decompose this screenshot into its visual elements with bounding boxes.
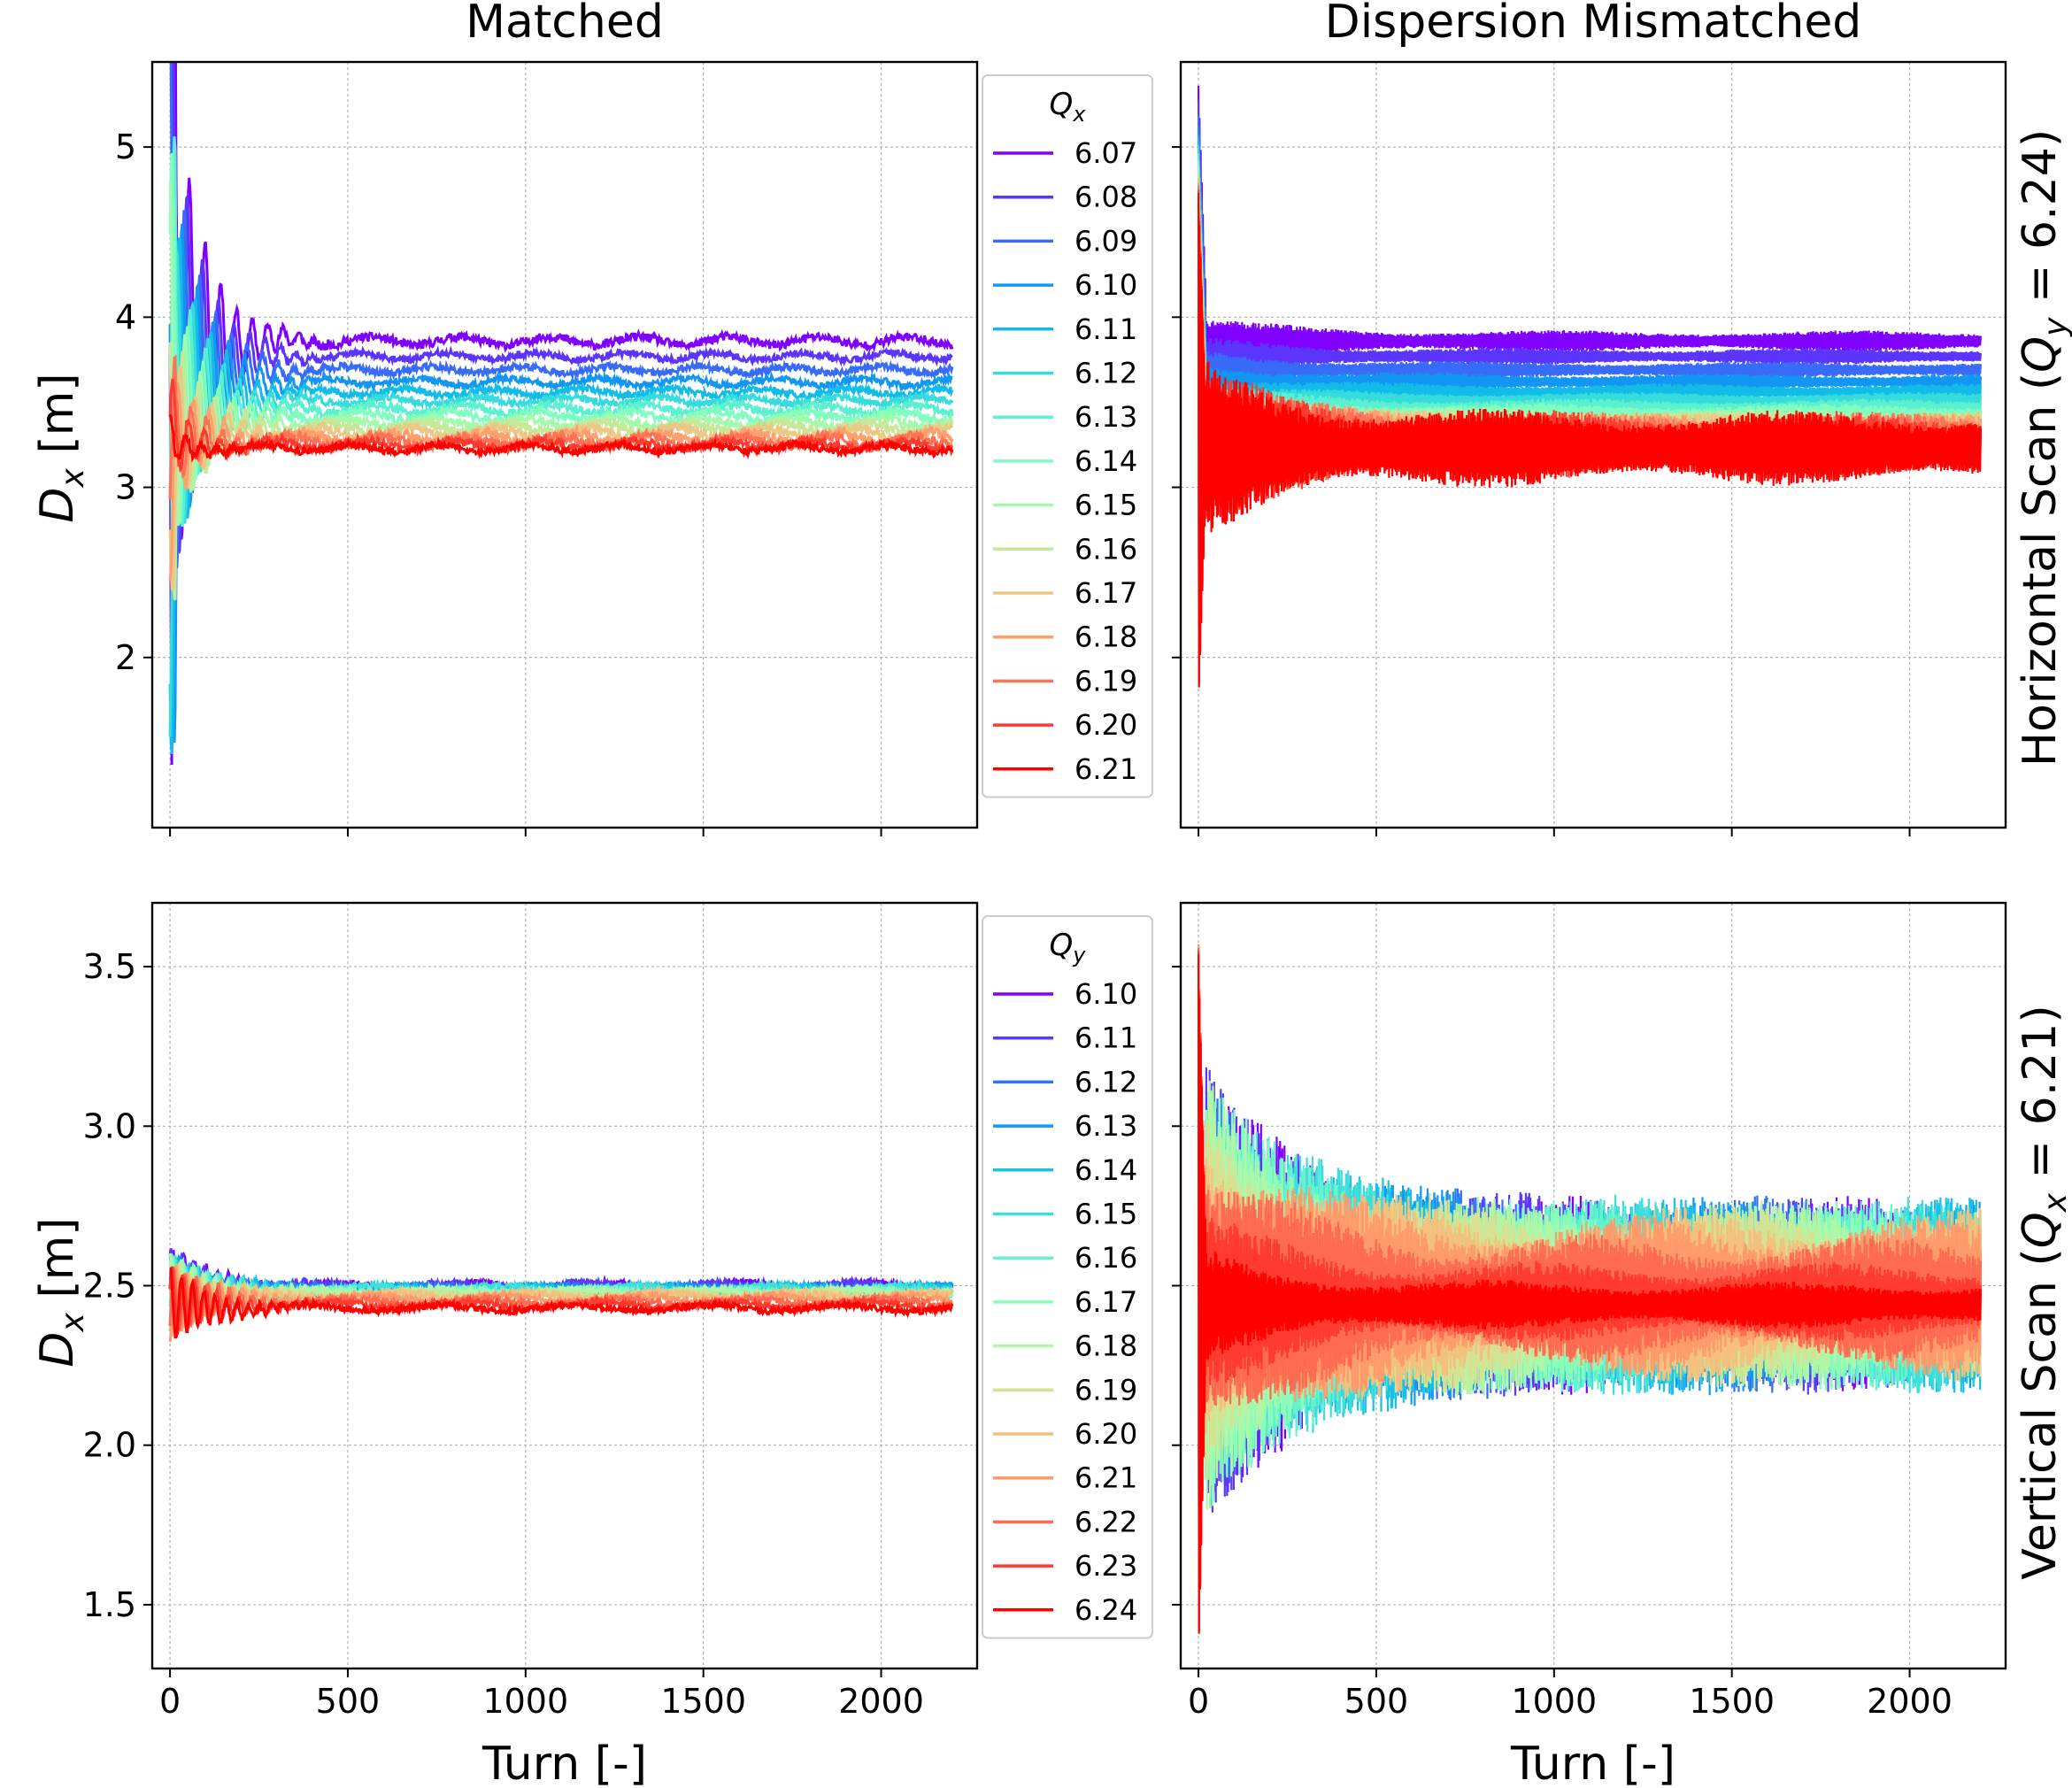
axes-frame [150, 60, 979, 829]
x-tick-label: 2000 [838, 1682, 924, 1721]
y-tick-label: 2.0 [83, 1426, 136, 1465]
legend-label: 6.08 [1075, 181, 1137, 214]
x-tick-label: 0 [1188, 1682, 1209, 1721]
series-group [168, 1248, 954, 1343]
x-tick-label: 1000 [1511, 1682, 1597, 1721]
panel-horizontal-matched: 2 3 4 5 [115, 60, 979, 836]
series-line-6.11 [168, 237, 954, 754]
legend-label: 6.14 [1075, 1153, 1137, 1187]
legend-label: 6.19 [1075, 664, 1137, 697]
legend-label: 6.11 [1075, 1021, 1137, 1055]
legend-label: 6.13 [1075, 1109, 1137, 1143]
legend-label: 6.15 [1075, 1198, 1137, 1231]
legend-label: 6.23 [1075, 1549, 1137, 1583]
series-group [1198, 944, 1982, 1634]
y-tick-label: 4 [115, 297, 136, 336]
legend-label: 6.24 [1075, 1593, 1137, 1627]
y-tick-label: 3.5 [83, 947, 136, 986]
legend-title: Qx [1050, 87, 1087, 127]
x-tick-label: 1000 [482, 1682, 568, 1721]
x-tick-label: 1500 [660, 1682, 746, 1721]
series-line-6.08 [172, 62, 953, 554]
y-axis-label-bottom: Dx [m] [31, 1217, 91, 1367]
x-tick-label: 500 [1344, 1682, 1409, 1721]
col-title-mismatched: Dispersion Mismatched [1325, 0, 1862, 49]
series-group [168, 62, 954, 766]
legend-label: 6.10 [1075, 268, 1137, 302]
x-tick-label: 500 [316, 1682, 381, 1721]
legend-qy: Qy 6.10 6.11 6.12 6.13 6.14 6.15 6.16 6.17 6.18 6.… [982, 915, 1153, 1639]
series-line-6.07 [1198, 85, 1982, 581]
legend-label: 6.18 [1075, 1329, 1137, 1363]
legend-box [982, 915, 1153, 1639]
y-tick-label: 2 [115, 638, 136, 677]
series-line-6.20 [168, 378, 954, 473]
series-line-6.09 [1198, 114, 1982, 610]
x-tick-label: 2000 [1867, 1682, 1953, 1721]
legend-label: 6.13 [1075, 400, 1137, 434]
series-line-6.21 [168, 414, 954, 463]
legend-label: 6.17 [1075, 576, 1137, 610]
row-title-horizontal-scan: Horizontal Scan (Qy = 6.24) [2014, 129, 2072, 767]
y-tick-label: 2.5 [83, 1267, 136, 1306]
legend-label: 6.20 [1075, 1417, 1137, 1451]
series-line-6.13 [168, 136, 954, 528]
series-line-6.12 [168, 188, 954, 737]
legend-label: 6.14 [1075, 444, 1137, 478]
y-tick-label: 3 [115, 468, 136, 507]
legend-label: 6.11 [1075, 312, 1137, 346]
legend-label: 6.17 [1075, 1285, 1137, 1319]
series-line-6.09 [169, 62, 954, 677]
legend-qx: Qx 6.07 6.08 6.09 6.10 6.11 6.12 6.13 6.14 6.15 6.… [982, 74, 1153, 798]
y-axis-label-top: Dx [m] [31, 373, 91, 522]
series-line-6.24 [169, 1267, 954, 1339]
legend-label: 6.12 [1075, 357, 1137, 390]
legend-label: 6.19 [1075, 1373, 1137, 1407]
legend-label: 6.22 [1075, 1505, 1137, 1538]
x-tick-label: 0 [159, 1682, 181, 1721]
legend-label: 6.18 [1075, 620, 1137, 654]
legend-label: 6.16 [1075, 532, 1137, 566]
series-line-6.08 [1198, 101, 1982, 596]
axes-frame [1179, 60, 2007, 829]
x-axis-label-left: Turn [-] [481, 1738, 647, 1788]
legend-label: 6.16 [1075, 1241, 1137, 1275]
legend-label: 6.21 [1075, 1461, 1137, 1495]
row-title-vertical-scan: Vertical Scan (Qx = 6.21) [2014, 1005, 2072, 1579]
x-tick-label: 1500 [1689, 1682, 1775, 1721]
series-line-6.21 [1198, 192, 1982, 688]
y-tick-label: 3.0 [83, 1106, 136, 1145]
x-axis-label-right: Turn [-] [1510, 1738, 1675, 1788]
series-line-6.07 [168, 62, 954, 766]
legend-title: Qy [1050, 928, 1087, 967]
legend-box [982, 74, 1153, 798]
panel-vertical-mismatched: 0 500 1000 1500 2000 [1172, 901, 2007, 1721]
panel-vertical-matched: 0 500 1000 1500 2000 1.5 2.0 2.5 3.0 3.5 [83, 901, 979, 1721]
legend-label: 6.21 [1075, 752, 1137, 786]
legend-label: 6.12 [1075, 1065, 1137, 1098]
legend-label: 6.20 [1075, 708, 1137, 742]
y-tick-label: 1.5 [83, 1585, 136, 1624]
series-line-6.10 [168, 223, 953, 744]
legend-label: 6.09 [1075, 224, 1137, 258]
legend-label: 6.15 [1075, 489, 1137, 522]
series-line-6.14 [168, 152, 954, 528]
series-line-6.24 [1198, 953, 1982, 1634]
col-title-matched: Matched [466, 0, 664, 49]
legend-label: 6.10 [1075, 977, 1137, 1011]
panel-horizontal-mismatched [1172, 60, 2007, 836]
y-tick-label: 5 [115, 127, 136, 166]
legend-label: 6.07 [1075, 136, 1137, 170]
series-group [1198, 85, 1982, 688]
